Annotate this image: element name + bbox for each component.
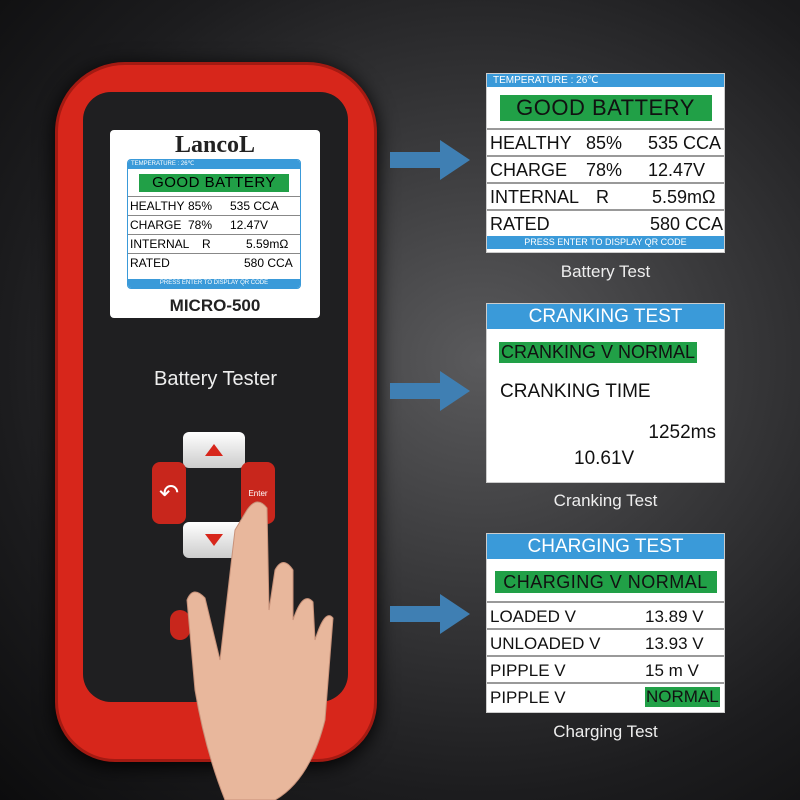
temperature-bar: TEMPERATURE : 26℃ — [487, 74, 724, 87]
cranking-time-label: CRANKING TIME — [500, 381, 651, 402]
battery-test-caption: Battery Test — [560, 262, 651, 281]
status-badge: GOOD BATTERY — [499, 95, 712, 121]
triangle-up-icon — [205, 444, 223, 456]
result-row: UNLOADED V 13.93 V — [487, 628, 724, 655]
arrow-right-icon — [390, 594, 470, 634]
lcd-row: RATED 580 CCA — [128, 253, 300, 272]
brand-logo: LancoL — [174, 132, 255, 158]
battery-test-panel: TEMPERATURE : 26℃ GOOD BATTERY HEALTHY 85… — [486, 73, 725, 253]
device-screen: LancoL TEMPERATURE : 26℃ GOOD BATTERY HE… — [110, 130, 320, 318]
result-row: RATED 580 CCA — [487, 209, 724, 236]
device-label: Battery Tester — [153, 368, 278, 390]
hand-image — [186, 501, 334, 800]
status-badge: GOOD BATTERY — [139, 174, 289, 192]
charging-test-panel: CHARGING TEST CHARGING V NORMAL LOADED V… — [486, 533, 725, 713]
cranking-test-caption: Cranking Test — [553, 491, 658, 510]
lcd-row: HEALTHY 85% 535 CCA — [128, 196, 300, 215]
panel-title: CRANKING TEST — [487, 304, 724, 329]
result-row: CHARGE 78% 12.47V — [487, 155, 724, 182]
cranking-time-value: 1252ms — [648, 422, 716, 443]
enter-label: Enter — [248, 488, 268, 498]
result-row: PIPPLE V NORMAL — [487, 682, 724, 709]
back-button[interactable]: ↶ — [152, 462, 186, 524]
back-arrow-icon: ↶ — [158, 479, 180, 507]
power-button[interactable] — [170, 610, 190, 640]
panel-title: CHARGING TEST — [487, 534, 724, 559]
result-row: LOADED V 13.89 V — [487, 601, 724, 628]
lcd-footer: PRESS ENTER TO DISPLAY QR CODE — [128, 279, 300, 288]
cranking-voltage: 10.61V — [574, 448, 635, 469]
lcd-row: INTERNAL R 5.59mΩ — [128, 234, 300, 253]
result-row: HEALTHY 85% 535 CCA — [487, 128, 724, 155]
arrow-right-icon — [390, 140, 470, 180]
result-row: INTERNAL R 5.59mΩ — [487, 182, 724, 209]
status-badge: CRANKING V NORMAL — [499, 342, 698, 363]
result-row: PIPPLE V 15 m V — [487, 655, 724, 682]
cranking-test-panel: CRANKING TEST CRANKING V NORMAL CRANKING… — [486, 303, 725, 483]
status-badge: CHARGING V NORMAL — [494, 571, 717, 593]
up-button[interactable] — [183, 432, 245, 468]
model-name: MICRO-500 — [169, 296, 261, 315]
device-lcd: TEMPERATURE : 26℃ GOOD BATTERY HEALTHY 85… — [127, 159, 301, 289]
lcd-row: CHARGE 78% 12.47V — [128, 215, 300, 234]
charging-test-caption: Charging Test — [553, 722, 658, 741]
arrow-right-icon — [390, 371, 470, 411]
temperature-bar: TEMPERATURE : 26℃ — [128, 160, 300, 169]
triangle-down-icon — [205, 534, 223, 546]
panel-footer: PRESS ENTER TO DISPLAY QR CODE — [487, 236, 724, 249]
